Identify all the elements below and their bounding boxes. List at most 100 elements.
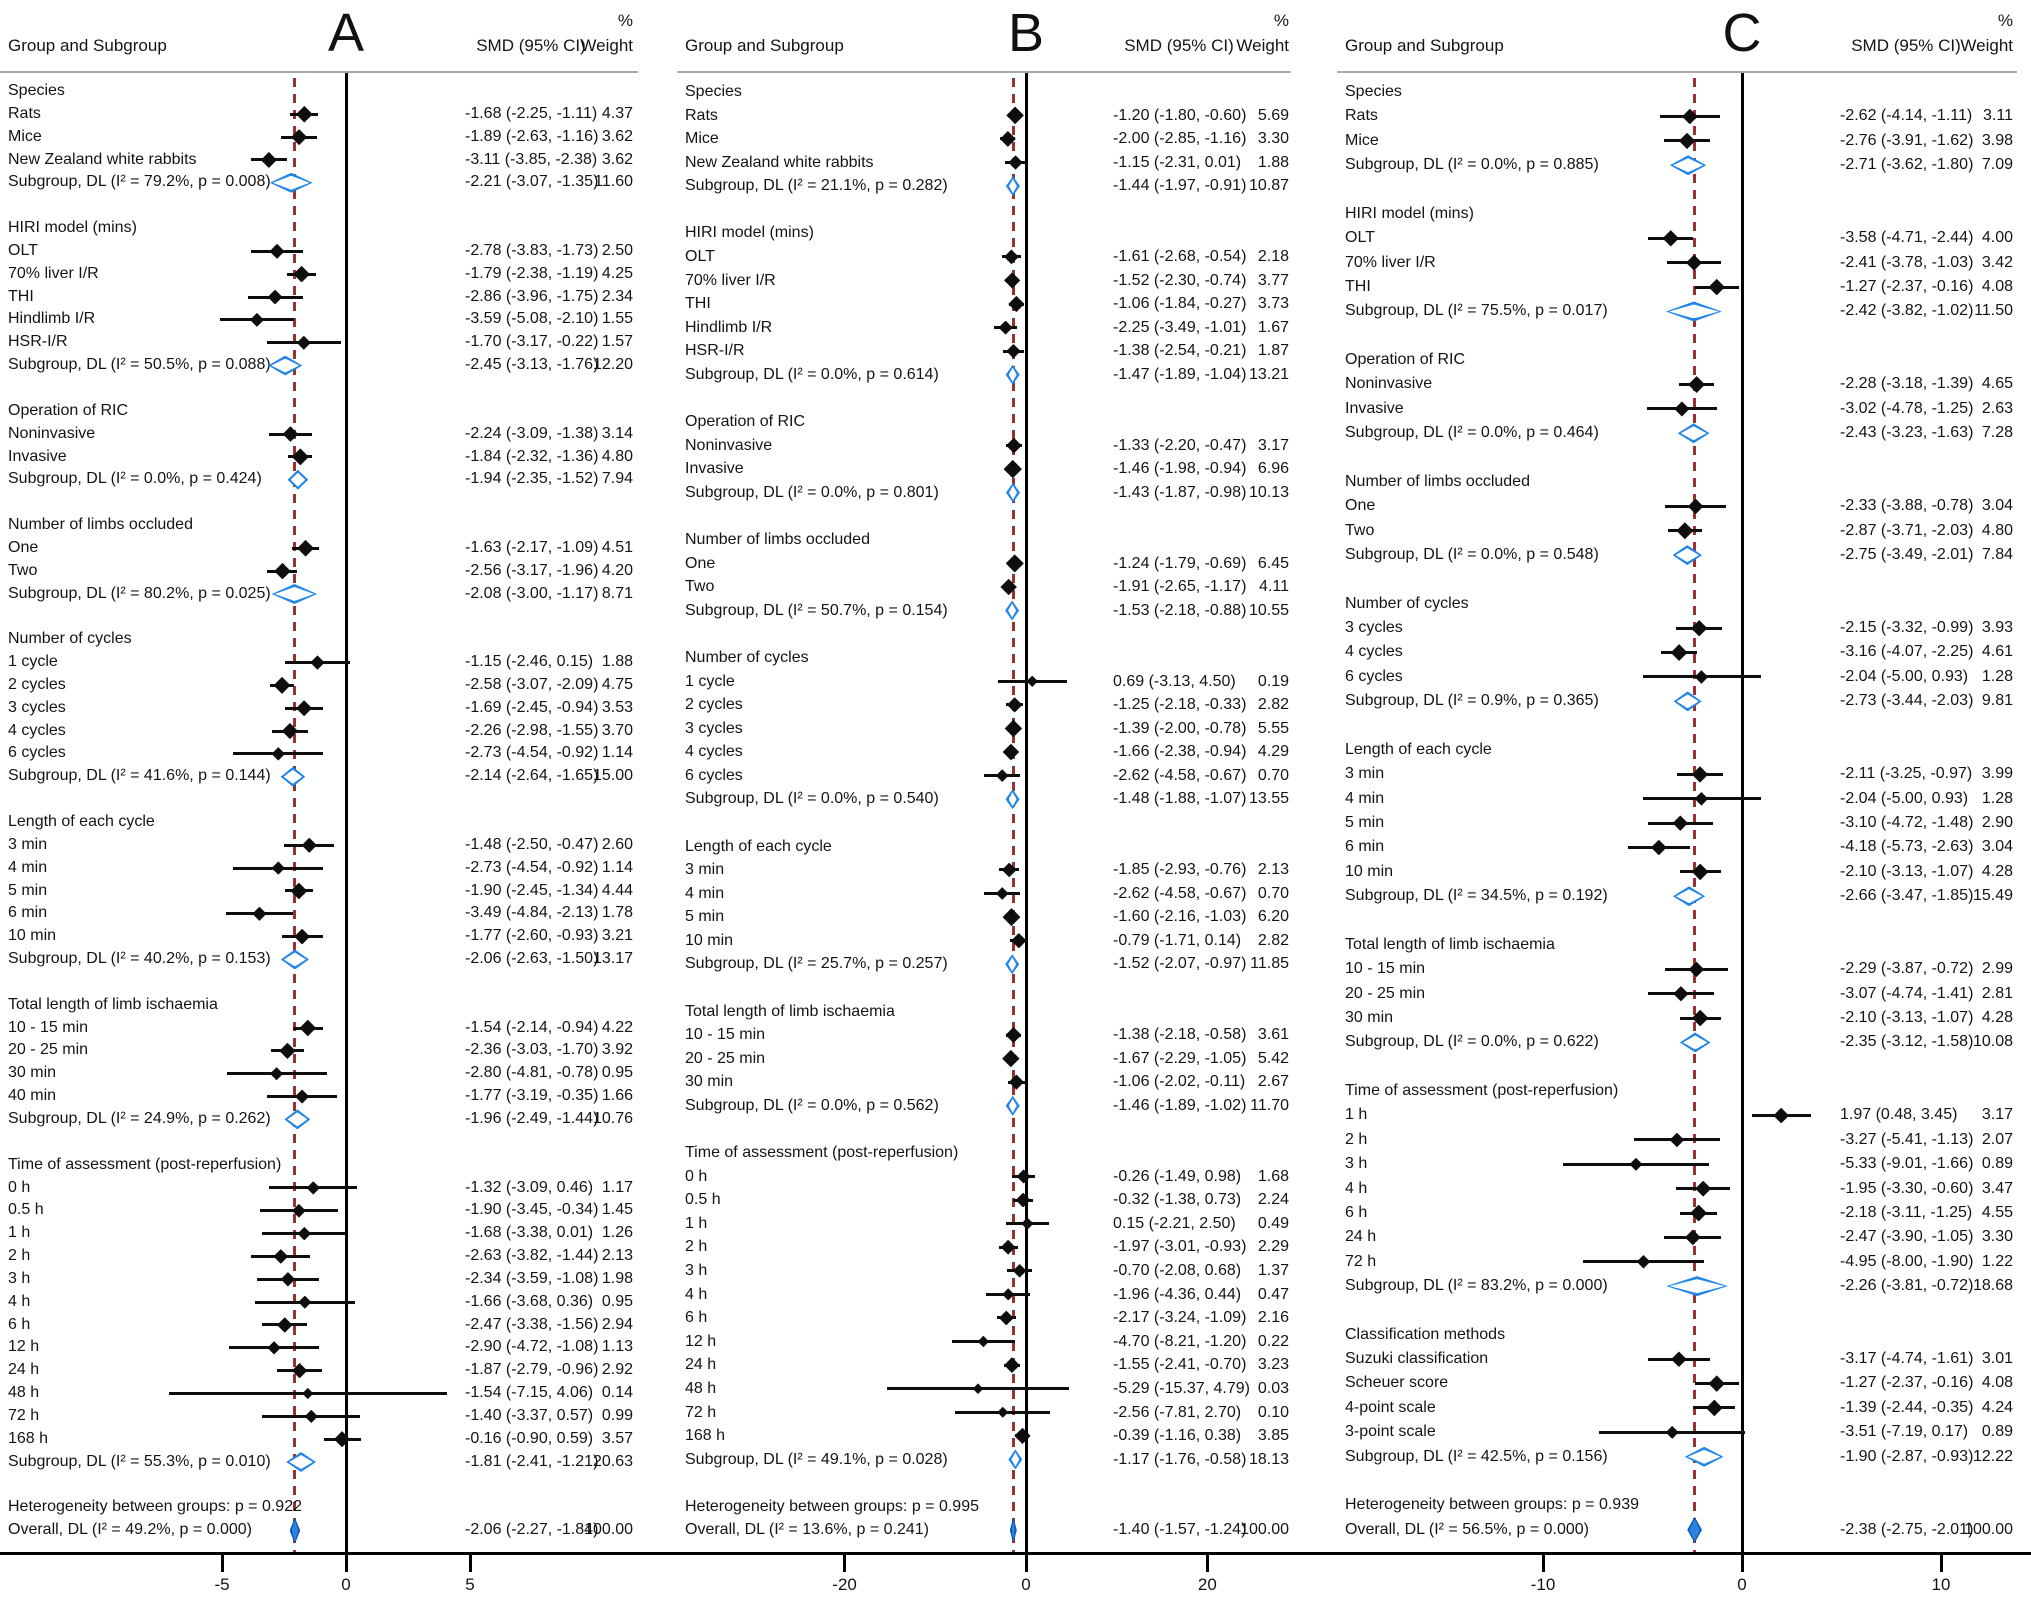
row-label: 48 h: [685, 1379, 717, 1397]
study-row: 6 min -3.49 (-4.84, -2.13) 1.78: [0, 902, 677, 925]
weight-value: 4.51: [601, 538, 633, 556]
point-estimate-marker: [282, 426, 299, 442]
row-label: 0.5 h: [685, 1191, 721, 1209]
point-estimate-marker: [274, 562, 291, 580]
study-row: 3 min -1.48 (-2.50, -0.47) 2.60: [0, 834, 677, 857]
smd-value: -1.44 (-1.97, -0.91): [1113, 177, 1247, 195]
smd-value: -1.54 (-7.15, 4.06): [465, 1384, 594, 1402]
point-estimate-marker: [1002, 1288, 1015, 1301]
group-header-row: Number of cycles: [1337, 592, 2031, 616]
point-estimate-marker: [296, 700, 313, 717]
subgroup-diamond-icon: [287, 469, 309, 490]
point-estimate-marker: [1008, 1074, 1024, 1090]
point-estimate-marker: [1000, 578, 1017, 596]
study-row: 3 min -2.11 (-3.25, -0.97) 3.99: [1337, 762, 2031, 786]
study-row: 3 h -0.70 (-2.08, 0.68) 1.37: [677, 1259, 1337, 1283]
point-estimate-marker: [267, 289, 283, 305]
group-header-row: Operation of RIC: [0, 400, 677, 423]
row-label: Heterogeneity between groups: p = 0.922: [8, 1498, 302, 1516]
overall-row: Overall, DL (I² = 49.2%, p = 0.000) -2.06…: [0, 1517, 677, 1544]
smd-value: -1.70 (-3.17, -0.22): [465, 333, 599, 351]
row-label: 3 h: [8, 1269, 31, 1287]
study-row: 3 cycles -1.69 (-2.45, -0.94) 3.53: [0, 697, 677, 720]
weight-value: 2.60: [601, 835, 633, 853]
weight-value: 3.30: [1257, 130, 1289, 148]
subgroup-diamond-icon: [1665, 301, 1722, 322]
weight-value: 4.11: [1259, 578, 1289, 596]
subgroup-diamond-icon: [1677, 423, 1710, 444]
study-row: 24 h -1.87 (-2.79, -0.96) 2.92: [0, 1359, 677, 1382]
row-label: 3 cycles: [1345, 619, 1403, 637]
weight-value: 4.22: [601, 1018, 633, 1036]
weight-value: 7.94: [601, 470, 633, 488]
row-label: New Zealand white rabbits: [685, 153, 874, 171]
point-estimate-marker: [1002, 908, 1021, 927]
smd-value: -1.43 (-1.87, -0.98): [1113, 483, 1247, 501]
weight-value: 3.85: [1257, 1427, 1289, 1445]
weight-value: 0.99: [601, 1406, 633, 1424]
smd-value: -1.06 (-2.02, -0.11): [1113, 1073, 1246, 1091]
smd-value: -1.61 (-2.68, -0.54): [1113, 248, 1247, 266]
study-row: 10 - 15 min -1.54 (-2.14, -0.94) 4.22: [0, 1017, 677, 1040]
weight-value: 1.45: [601, 1201, 633, 1219]
point-estimate-marker: [277, 1317, 293, 1333]
row-label: 168 h: [685, 1427, 726, 1445]
point-estimate-marker: [1671, 1351, 1687, 1368]
row-label: 1 cycle: [685, 672, 735, 690]
group-header-row: Time of assessment (post-reperfusion): [0, 1154, 677, 1177]
row-label: 12 h: [685, 1332, 717, 1350]
row-label: Mice: [8, 127, 42, 145]
smd-value: -2.73 (-3.44, -2.03): [1840, 692, 1974, 710]
row-label: Invasive: [685, 460, 744, 478]
subgroup-diamond-icon: [1672, 886, 1706, 907]
weight-value: 10.87: [1248, 177, 1289, 195]
study-row: THI -1.27 (-2.37, -0.16) 4.08: [1337, 275, 2031, 299]
subgroup-diamond-icon: [1673, 691, 1702, 712]
study-row: 24 h -2.47 (-3.90, -1.05) 3.30: [1337, 1225, 2031, 1249]
subgroup-diamond-icon: [280, 949, 309, 970]
weight-value: 4.37: [601, 104, 633, 122]
row-label: THI: [8, 287, 34, 305]
row-label: Subgroup, DL (I² = 0.0%, p = 0.614): [685, 365, 939, 383]
point-estimate-marker: [1011, 932, 1027, 949]
point-estimate-marker: [1006, 697, 1023, 713]
row-label: 10 min: [8, 927, 57, 945]
smd-value: -4.95 (-8.00, -1.90): [1840, 1252, 1974, 1270]
weight-value: 3.62: [601, 150, 633, 168]
smd-value: -2.58 (-3.07, -2.09): [465, 675, 599, 693]
point-estimate-marker: [1003, 459, 1022, 479]
subgroup-row: Subgroup, DL (I² = 0.0%, p = 0.464) -2.43…: [1337, 421, 2031, 445]
row-label: Total length of limb ischaemia: [8, 995, 218, 1013]
point-estimate-marker: [995, 769, 1009, 782]
weight-value: 3.42: [1981, 253, 2013, 271]
smd-value: -1.38 (-2.54, -0.21): [1113, 342, 1247, 360]
row-label: 4 cycles: [8, 721, 66, 739]
row-label: Invasive: [1345, 399, 1404, 417]
subgroup-diamond-icon: [268, 355, 303, 376]
weight-value: 4.61: [1981, 643, 2013, 661]
point-estimate-marker: [1669, 1132, 1685, 1148]
row-label: Subgroup, DL (I² = 79.2%, p = 0.008): [8, 173, 271, 191]
row-label: Time of assessment (post-reperfusion): [685, 1144, 959, 1162]
subgroup-diamond-icon: [280, 766, 306, 787]
point-estimate-marker: [252, 906, 267, 921]
point-estimate-marker: [1691, 1009, 1709, 1027]
weight-value: 6.96: [1257, 460, 1289, 478]
smd-value: -1.39 (-2.44, -0.35): [1840, 1398, 1974, 1416]
weight-value: 12.22: [1972, 1447, 2013, 1465]
point-estimate-marker: [1682, 108, 1698, 125]
study-row: Noninvasive -2.24 (-3.09, -1.38) 3.14: [0, 423, 677, 446]
point-estimate-marker: [1686, 254, 1702, 271]
weight-value: 3.53: [601, 698, 633, 716]
weight-value: 4.00: [1981, 229, 2013, 247]
row-label: Subgroup, DL (I² = 75.5%, p = 0.017): [1345, 302, 1608, 320]
weight-value: 4.28: [1981, 862, 2013, 880]
point-estimate-marker: [1674, 401, 1690, 417]
row-label: 168 h: [8, 1429, 49, 1447]
weight-value: 2.18: [1257, 248, 1289, 266]
point-estimate-marker: [1016, 1169, 1031, 1184]
study-row: One -2.33 (-3.88, -0.78) 3.04: [1337, 494, 2031, 518]
weight-value: 11.50: [1974, 302, 2013, 320]
weight-value: 2.29: [1257, 1238, 1289, 1256]
axis-tick: [220, 1552, 224, 1572]
